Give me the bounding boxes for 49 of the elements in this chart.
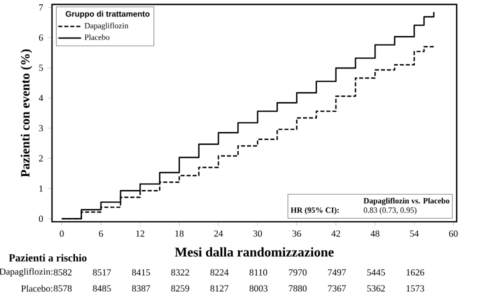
text: 7497	[328, 269, 346, 276]
y-axis-title: Pazienti con evento (%)	[20, 49, 32, 178]
x-tick-label: 48	[370, 230, 380, 237]
text: 7880	[288, 285, 307, 292]
text: 8003	[250, 285, 268, 292]
text: Placebo:	[21, 285, 52, 292]
text: 7970	[288, 269, 307, 276]
y-tick-label: 7	[39, 4, 44, 10]
text: 7367	[328, 285, 346, 292]
text: 8259	[171, 285, 190, 292]
y-tick-label: 4	[38, 94, 44, 102]
text: 8582	[54, 269, 72, 276]
y-tick-label: 2	[39, 155, 43, 162]
x-axis-title: Mesi dalla randomizzazione	[174, 247, 334, 257]
y-tick-label: 5	[39, 64, 43, 71]
y-tick-label: 0	[38, 216, 43, 222]
text: 1626	[406, 269, 424, 276]
y-tick-label: 1	[39, 185, 43, 192]
text: 8127	[210, 285, 228, 292]
text: 8517	[92, 269, 111, 276]
x-tick-label: 0	[60, 230, 64, 237]
x-tick-label: 54	[410, 230, 419, 237]
text: 8415	[132, 269, 150, 276]
x-tick-label: 18	[175, 230, 184, 237]
legend-label: Placebo	[84, 34, 110, 40]
annotation: 0.83 (0.73, 0.95)	[364, 207, 416, 214]
x-tick-label: 24	[214, 230, 223, 237]
text: Pazienti a rischio	[8, 254, 87, 262]
text: 8322	[171, 269, 190, 276]
text: 8485	[92, 285, 111, 292]
text: 5362	[367, 285, 385, 292]
y-tick-label: 3	[39, 125, 43, 132]
text: 8110	[250, 269, 268, 276]
x-tick-label: 6	[99, 230, 104, 237]
text: 8578	[54, 285, 72, 292]
x-tick-label: 42	[331, 230, 340, 237]
x-tick-label: 36	[292, 230, 302, 237]
y-tick-label: 6	[39, 34, 44, 41]
annotation: HR (95% CI):	[290, 207, 339, 214]
text: 8387	[132, 285, 150, 292]
x-tick-label: 12	[136, 230, 144, 237]
annotation: Dapagliflozin vs. Placebo	[364, 198, 450, 206]
legend-title: Gruppo di trattamento	[66, 10, 150, 18]
text: 5445	[367, 269, 385, 276]
text: 8224	[210, 269, 229, 276]
legend-label: Dapagliflozin	[84, 22, 128, 30]
text: 1573	[406, 285, 424, 292]
x-tick-label: 60	[449, 230, 458, 237]
x-tick-label: 30	[253, 230, 262, 237]
